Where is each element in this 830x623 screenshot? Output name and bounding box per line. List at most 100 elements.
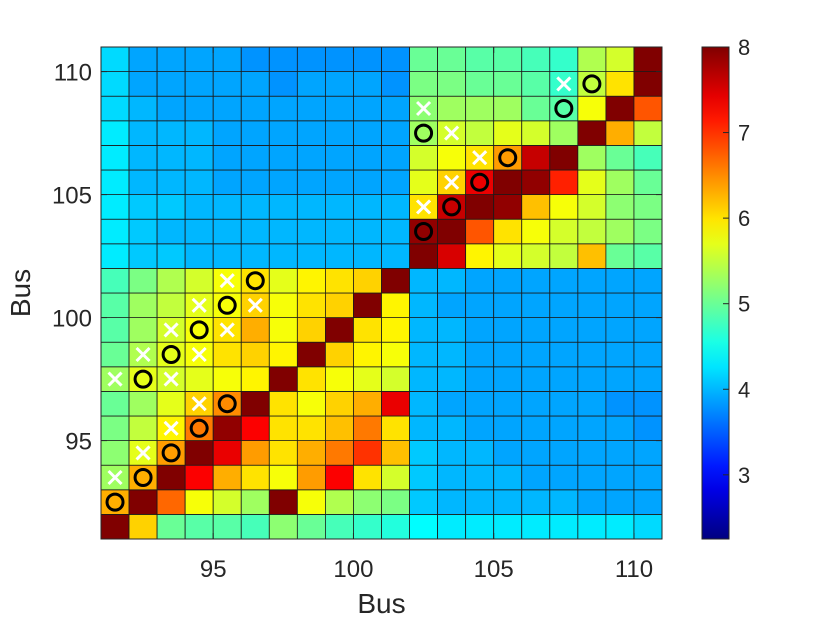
heatmap-cell: [268, 366, 298, 392]
heatmap-cell: [184, 218, 214, 245]
heatmap-cell: [409, 514, 438, 540]
heatmap-cell: [100, 243, 130, 269]
heatmap-cell: [381, 218, 410, 245]
heatmap-cell: [156, 144, 186, 171]
heatmap-cell: [549, 218, 579, 245]
heatmap-cell: [156, 292, 186, 319]
heatmap-cell: [577, 292, 607, 319]
circle-marker: [133, 468, 153, 487]
heatmap-cell: [549, 144, 579, 171]
heatmap-cell: [633, 464, 663, 491]
heatmap-cell: [633, 341, 663, 368]
heatmap-cell: [100, 71, 130, 97]
heatmap-cell: [184, 514, 214, 540]
heatmap-cell: [296, 415, 326, 442]
heatmap-cell: [240, 144, 270, 171]
heatmap-cell: [184, 489, 214, 515]
heatmap-cell: [549, 120, 579, 146]
colorbar: [701, 46, 730, 540]
heatmap-cell: [296, 267, 326, 294]
heatmap-cell: [633, 169, 663, 196]
heatmap-cell: [605, 144, 635, 171]
heatmap-cell: [184, 71, 214, 97]
heatmap-cell: [577, 267, 607, 294]
heatmap-cell: [577, 489, 607, 515]
x-axis-ticks: 95 100 105 110: [200, 47, 653, 583]
heatmap-cell: [184, 169, 214, 196]
heatmap-cell: [184, 120, 214, 146]
cross-marker: [163, 371, 179, 387]
heatmap-cell: [100, 341, 130, 368]
heatmap-cell: [633, 144, 663, 171]
heatmap-cell: [493, 194, 523, 220]
circle-marker: [442, 197, 462, 217]
heatmap-cell: [268, 46, 298, 73]
heatmap-cell: [353, 366, 382, 392]
heatmap-cell: [184, 144, 214, 171]
heatmap-cell: [184, 194, 214, 220]
heatmap-cell: [156, 194, 186, 220]
heatmap-cell: [240, 120, 270, 146]
heatmap-cell: [577, 514, 607, 540]
heatmap-cell: [324, 243, 354, 269]
heatmap-cell: [633, 218, 663, 245]
heatmap-cell: [240, 218, 270, 245]
heatmap-cell: [437, 366, 467, 392]
heatmap-cell: [128, 415, 158, 442]
heatmap-cell: [128, 46, 158, 73]
heatmap-cell: [353, 415, 382, 442]
heatmap-cell: [212, 46, 242, 73]
heatmap-cell: [465, 267, 495, 294]
y-tick-label: 110: [54, 60, 92, 87]
heatmap-cell: [605, 194, 635, 220]
heatmap-cell: [437, 243, 467, 269]
heatmap-cell: [128, 120, 158, 146]
heatmap-cell: [212, 144, 242, 171]
cross-marker: [191, 297, 207, 313]
heatmap-cell: [409, 317, 438, 343]
heatmap-cell: [296, 71, 326, 97]
heatmap-cell: [577, 144, 607, 171]
heatmap-cell: [324, 390, 354, 417]
heatmap-cell: [296, 440, 326, 466]
heatmap-cell: [184, 366, 214, 392]
heatmap-cell: [353, 95, 382, 122]
heatmap-cell: [493, 390, 523, 417]
heatmap-cell: [324, 95, 354, 122]
circle-marker: [189, 418, 209, 438]
heatmap-cell: [381, 415, 410, 442]
heatmap-cell: [577, 194, 607, 220]
heatmap-cell: [296, 514, 326, 540]
circle-marker: [498, 148, 518, 168]
heatmap-cell: [577, 366, 607, 392]
heatmap-cell: [128, 144, 158, 171]
heatmap-cell: [296, 390, 326, 417]
heatmap-cell: [521, 243, 551, 269]
heatmap-cell: [212, 120, 242, 146]
heatmap-cell: [493, 440, 523, 466]
heatmap-cell: [296, 464, 326, 491]
heatmap-cell: [605, 464, 635, 491]
heatmap-cell: [577, 169, 607, 196]
heatmap-cell: [353, 464, 382, 491]
y-tick-label: 95: [65, 429, 92, 456]
heatmap-cell: [633, 514, 663, 540]
heatmap-cell: [549, 292, 579, 319]
x-tick-label: 95: [200, 556, 227, 583]
circle-marker: [414, 123, 434, 143]
heatmap-cell: [521, 440, 551, 466]
heatmap-cell: [353, 120, 382, 146]
cross-marker: [163, 322, 179, 338]
heatmap-cell: [521, 514, 551, 540]
heatmap-cell: [437, 317, 467, 343]
heatmap-cell: [493, 243, 523, 269]
colorbar-ticks: 3 4 5 6 7 8: [723, 35, 750, 488]
heatmap-cell: [212, 514, 242, 540]
heatmap-cell: [493, 169, 523, 196]
heatmap-cell: [353, 144, 382, 171]
colorbar-tick-label: 6: [738, 206, 750, 231]
heatmap-cell: [605, 440, 635, 466]
heatmap-cell: [549, 514, 579, 540]
heatmap-cell: [437, 390, 467, 417]
